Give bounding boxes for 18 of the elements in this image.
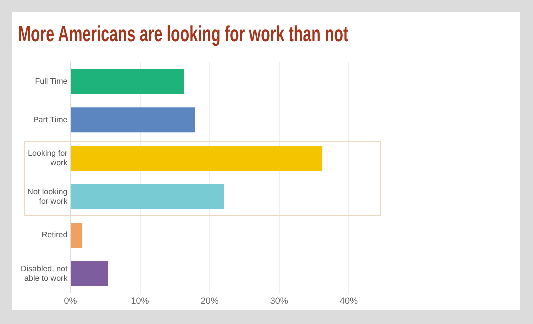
bar [71, 108, 196, 133]
bar [71, 261, 108, 286]
x-tick-label: 10% [131, 296, 150, 306]
bar [71, 223, 83, 248]
bar [71, 69, 184, 94]
x-tick-label: 30% [270, 296, 288, 306]
bar [71, 146, 323, 172]
y-tick-label: Retired [42, 230, 68, 240]
bar [71, 184, 224, 210]
y-tick-label: Part Time [33, 115, 68, 124]
x-tick-label: 0% [64, 296, 78, 306]
y-tick-label: Full Time [35, 76, 68, 86]
y-tick-label: Looking for work [28, 148, 69, 168]
y-tick-label: Disabled, not able to work [20, 264, 69, 283]
x-tick-label: 20% [200, 296, 219, 306]
y-tick-label: Not looking for work [28, 187, 69, 206]
chart-title: More Americans are looking for work than not [18, 22, 350, 48]
x-tick-label: 40% [340, 296, 358, 306]
